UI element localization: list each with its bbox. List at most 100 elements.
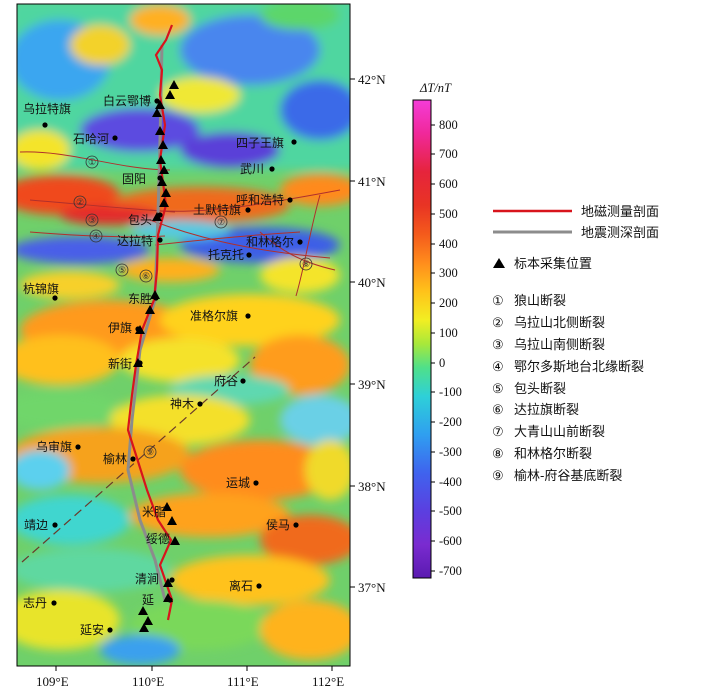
city-label: 离石	[229, 578, 253, 593]
city-label: 清涧	[135, 572, 159, 586]
fault-legend-num: ⑤	[492, 382, 504, 397]
city-label: 达拉特	[117, 233, 153, 248]
city-label: 石哈河	[73, 132, 109, 146]
colorbar-tick-label: 0	[439, 356, 445, 370]
colorbar-tick-label: 700	[439, 147, 458, 161]
lat-tick-label: 37°N	[358, 580, 386, 595]
city-label: 四子王旗	[236, 135, 284, 150]
fault-marker-9: ⑨	[146, 448, 154, 458]
fault-marker-2: ②	[76, 198, 84, 208]
city-label: 靖边	[24, 518, 48, 532]
fault-legend-num: ④	[492, 360, 504, 375]
legend-magnetic-label: 地磁测量剖面	[581, 205, 659, 220]
city-label: 志丹	[23, 596, 47, 610]
fault-legend-name: 达拉旗断裂	[514, 402, 579, 418]
legend-sample-icon	[493, 258, 505, 268]
colorbar-tick-label: -100	[439, 385, 462, 399]
city-label: 包头	[128, 213, 152, 227]
fault-legend: ① 狼山断裂 ② 乌拉山北侧断裂 ③ 乌拉山南侧断裂 ④ 鄂尔多斯地台北缘断裂 …	[492, 294, 644, 484]
city-label: 伊旗	[108, 320, 132, 335]
city-label: 神木	[170, 397, 194, 411]
city-label: 榆林	[103, 451, 127, 466]
sample-markers	[133, 80, 180, 632]
city-label: 乌拉特旗	[23, 101, 71, 116]
city-label: 呼和浩特	[236, 192, 284, 207]
legend: 地磁测量剖面 地震测深剖面 标本采集位置 ① 狼山断裂 ② 乌拉山北侧断裂 ③ …	[492, 205, 659, 484]
fault-lines	[19, 151, 341, 297]
lat-tick-label: 38°N	[358, 479, 386, 494]
city-label: 准格尔旗	[190, 308, 238, 323]
lat-tick-label: 40°N	[358, 275, 386, 290]
lon-tick-label: 110°E	[132, 674, 164, 689]
colorbar-tick-label: -700	[439, 564, 462, 578]
city-label: 杭锦旗	[23, 281, 59, 296]
legend-sample-label: 标本采集位置	[514, 256, 592, 272]
fault-legend-name: 和林格尔断裂	[514, 446, 592, 462]
city-label: 米脂	[142, 504, 166, 519]
fault-legend-name: 狼山断裂	[514, 294, 566, 309]
city-label: 和林格尔	[246, 234, 294, 249]
fault-legend-num: ⑨	[492, 469, 504, 484]
colorbar-gradient	[412, 99, 432, 579]
lon-tick-label: 112°E	[312, 674, 344, 689]
city-dots	[42, 98, 303, 633]
lat-tick-label: 39°N	[358, 377, 386, 392]
fault-marker-6: ⑥	[142, 272, 150, 282]
fault-legend-name: 大青山山前断裂	[514, 424, 605, 440]
fault-legend-name: 乌拉山南侧断裂	[514, 337, 605, 353]
colorbar-tick-label: -300	[439, 445, 462, 459]
colorbar-title: ΔT/nT	[419, 81, 452, 95]
city-label: 府谷	[214, 373, 238, 388]
fault-number-markers: ① ② ③ ④ ⑤ ⑥ ⑦ ⑧ ⑨	[73, 155, 313, 459]
colorbar-tick-label: 100	[439, 326, 458, 340]
colorbar-tick-label: 600	[439, 177, 458, 191]
fault-legend-num: ②	[492, 316, 504, 331]
city-label: 托克托	[208, 248, 244, 262]
fault-legend-num: ①	[492, 294, 504, 309]
legend-seismic-label: 地震测深剖面	[581, 226, 659, 241]
lon-tick-label: 109°E	[36, 674, 69, 689]
fault-legend-num: ⑧	[492, 447, 504, 462]
colorbar-tick-label: -400	[439, 475, 462, 489]
fault-marker-5: ⑤	[118, 266, 126, 276]
colorbar-tick-label: 500	[439, 207, 458, 221]
fault-marker-3: ③	[88, 216, 96, 226]
fault-legend-name: 鄂尔多斯地台北缘断裂	[514, 359, 644, 375]
magnetic-profile-line	[126, 24, 174, 621]
magnetic-anomaly-map: ① ② ③ ④ ⑤ ⑥ ⑦ ⑧ ⑨	[16, 3, 351, 667]
fault-legend-name: 乌拉山北侧断裂	[514, 315, 605, 331]
lon-tick-label: 111°E	[227, 674, 259, 689]
fault-legend-num: ③	[492, 338, 504, 353]
city-label: 乌审旗	[36, 439, 72, 454]
city-label: 新街	[108, 356, 132, 371]
colorbar-tick-label: 200	[439, 296, 458, 310]
map-axes	[55, 78, 355, 671]
fault-marker-7: ⑦	[217, 218, 225, 228]
anomaly-field	[17, 4, 350, 665]
fault-marker-1: ①	[88, 158, 96, 168]
fault-legend-name: 榆林-府谷基底断裂	[514, 468, 622, 484]
city-label: 武川	[240, 162, 264, 176]
city-label: 延	[142, 593, 154, 607]
city-label: 侯马	[266, 518, 290, 532]
colorbar-tick-label: 400	[439, 237, 458, 251]
colorbar-tick-label: -600	[439, 534, 462, 548]
city-label: 土默特旗	[193, 202, 241, 217]
fault-legend-num: ⑦	[492, 425, 504, 440]
city-label: 运城	[226, 476, 250, 490]
city-label: 白云鄂博	[103, 93, 151, 108]
fault-legend-num: ⑥	[492, 403, 504, 418]
city-label: 固阳	[122, 172, 146, 186]
fault-legend-name: 包头断裂	[514, 382, 566, 397]
city-label: 绥德	[146, 531, 170, 546]
city-label: 延安	[80, 622, 104, 637]
fault-marker-4: ④	[92, 232, 100, 242]
map-frame	[16, 3, 351, 667]
fault-marker-8: ⑧	[302, 260, 310, 270]
colorbar-tick-label: 800	[439, 118, 458, 132]
colorbar: ΔT/nT 800 700 600 500 400 300 200 100 0 …	[412, 81, 462, 579]
lat-tick-label: 41°N	[358, 174, 386, 189]
colorbar-tick-label: -200	[439, 415, 462, 429]
city-label: 东胜	[128, 291, 152, 306]
